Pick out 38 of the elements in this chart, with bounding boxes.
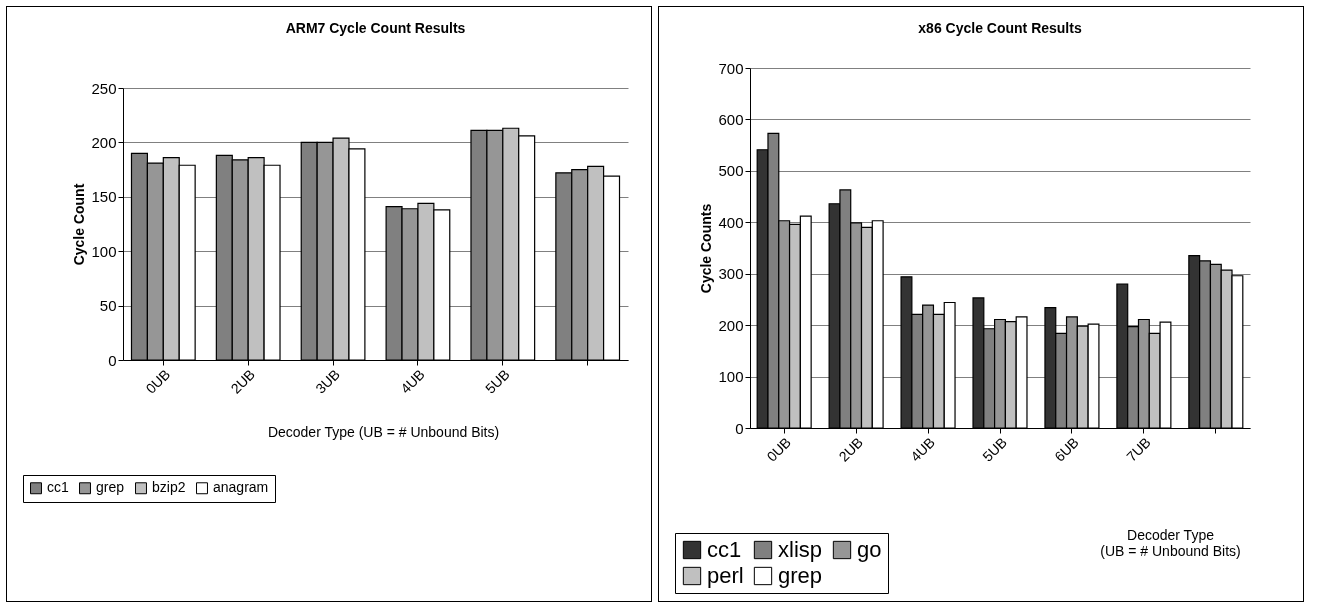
x-tick-label: 6UB [1051, 434, 1082, 465]
x-axis-title: Decoder Type (UB = # Unbound Bits) [1100, 526, 1241, 559]
y-tick-label: 200 [718, 316, 744, 334]
x-tick-label: 3UB [312, 366, 343, 397]
x-tick-label: 5UB [979, 434, 1010, 465]
y-tick-label: 500 [718, 162, 744, 180]
legend-label: cc1 [47, 479, 69, 496]
x-tick-label: 4UB [907, 434, 938, 465]
y-tick-label: 200 [91, 133, 117, 151]
legend-label: grep [778, 563, 823, 588]
x-tick-label: 4UB [397, 366, 428, 397]
x-tick-label: 5UB [482, 366, 513, 397]
legend-label: cc1 [707, 537, 742, 562]
y-tick-label: 300 [718, 265, 744, 283]
x-tick-label: 0UB [763, 434, 795, 465]
y-tick-label: 700 [718, 59, 744, 77]
legend-label: xlisp [778, 537, 823, 562]
legend-label: grep [96, 479, 125, 496]
y-tick-label: 250 [91, 79, 117, 97]
y-tick-label: 0 [108, 351, 117, 369]
legend-label: bzip2 [152, 479, 186, 496]
y-tick-label: 400 [718, 213, 744, 231]
chart-title: ARM7 Cycle Count Results [285, 20, 466, 36]
y-tick-label: 100 [718, 368, 744, 386]
y-axis-title: Cycle Counts [698, 203, 715, 294]
y-tick-label: 0 [735, 419, 744, 437]
y-tick-label: 50 [99, 297, 117, 315]
y-tick-label: 600 [718, 110, 744, 128]
x-tick-label: 0UB [142, 366, 174, 397]
x-tick-label: 7UB [1123, 434, 1154, 465]
y-tick-label: 150 [91, 188, 117, 206]
legend-label: go [857, 537, 882, 562]
legend-label: perl [707, 563, 744, 588]
x-axis-title: Decoder Type (UB = # Unbound Bits) [267, 423, 500, 440]
legend-label: anagram [213, 479, 269, 496]
y-axis-title: Cycle Count [71, 183, 88, 266]
chart-title: x86 Cycle Count Results [918, 20, 1082, 36]
y-tick-label: 100 [91, 242, 117, 260]
